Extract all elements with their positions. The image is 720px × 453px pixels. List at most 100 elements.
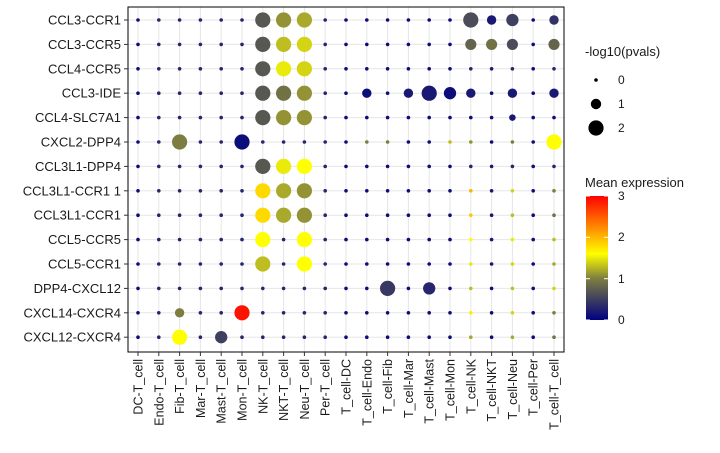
dot-CCL3-CCR1-T_cell-NKT	[486, 15, 497, 25]
x-tick-label: T_cell-Mast	[423, 358, 437, 423]
dot-CCL3L1-CCR1-1-T_cell-T_cell	[552, 189, 556, 193]
dot-CCL3-IDE-T_cell-NK	[466, 88, 476, 98]
dot-CCL5-CCR5-Mon-T_cell	[240, 237, 244, 242]
dot-CCL4-SLC7A1-T_cell-Endo	[365, 115, 369, 120]
dot-CCL3-IDE-T_cell-Per	[531, 91, 535, 95]
dot-CCL3L1-DPP4-DC-T_cell	[136, 164, 140, 169]
dot-CCL5-CCR1-Mar-T_cell	[198, 262, 203, 266]
dot-CXCL2-DPP4-NKT-T_cell	[281, 140, 286, 144]
dot-CCL3-IDE-T_cell-T_cell	[549, 88, 559, 98]
dot-CCL3L1-CCR1-1-Mon-T_cell	[240, 189, 244, 193]
dot-CCL4-CCR5-T_cell-Mar	[406, 67, 411, 71]
dot-CCL3L1-CCR1-1-Endo-T_cell	[157, 189, 161, 193]
dot-DPP4-CXCL12-T_cell-Endo	[365, 286, 369, 291]
dot-CCL3-IDE-T_cell-Endo	[362, 88, 372, 98]
dot-CXCL14-CXCR4-Mar-T_cell	[198, 311, 203, 315]
dot-CCL4-CCR5-T_cell-Per	[531, 67, 535, 71]
dot-DPP4-CXCL12-NKT-T_cell	[281, 286, 286, 291]
dot-CCL5-CCR1-Mast-T_cell	[219, 262, 223, 266]
dot-CCL5-CCR1-T_cell-NKT	[489, 262, 494, 266]
dot-CXCL2-DPP4-Endo-T_cell	[157, 140, 161, 144]
dot-CCL4-CCR5-T_cell-Endo	[365, 67, 369, 71]
y-tick-label: CCL4-SLC7A1	[35, 110, 121, 125]
color-legend-title: Mean expression	[585, 175, 684, 190]
dot-CCL3-CCR1-T_cell-DC	[344, 18, 348, 22]
dot-CCL3-IDE-T_cell-Neu	[507, 88, 518, 98]
dot-CCL5-CCR5-T_cell-Mast	[427, 237, 432, 242]
x-tick-label: T_cell-Per	[527, 359, 541, 416]
dot-CXCL12-CXCR4-NK-T_cell	[261, 335, 265, 340]
dot-CCL3L1-DPP4-Per-T_cell	[323, 164, 328, 169]
dot-CCL3L1-CCR1-1-T_cell-Per	[531, 189, 535, 193]
dot-DPP4-CXCL12-T_cell-NKT	[489, 286, 494, 291]
dot-CCL3L1-CCR1-T_cell-NKT	[489, 213, 494, 217]
dot-CCL3-CCR5-T_cell-NKT	[486, 38, 498, 50]
size-legend-dot-1	[590, 98, 602, 110]
dot-CCL4-SLC7A1-Mon-T_cell	[240, 115, 244, 120]
dot-CCL3L1-DPP4-NK-T_cell	[255, 158, 271, 174]
dot-CCL3L1-CCR1-Mon-T_cell	[240, 213, 244, 217]
dot-DPP4-CXCL12-T_cell-Neu	[510, 286, 515, 291]
dot-CXCL14-CXCR4-Endo-T_cell	[157, 311, 161, 315]
dot-CXCL14-CXCR4-NKT-T_cell	[281, 311, 286, 315]
color-legend-label-1: 1	[618, 272, 625, 286]
dot-CCL3-CCR5-Neu-T_cell	[296, 36, 312, 53]
dot-CCL3-CCR1-T_cell-T_cell	[549, 15, 559, 25]
dot-CCL5-CCR5-T_cell-DC	[344, 237, 348, 242]
dot-CCL4-CCR5-DC-T_cell	[136, 67, 140, 71]
dot-CCL3-CCR5-DC-T_cell	[136, 42, 140, 47]
dot-CXCL14-CXCR4-DC-T_cell	[136, 311, 140, 315]
dot-CCL3L1-CCR1-1-T_cell-DC	[344, 189, 348, 193]
dot-CCL3L1-CCR1-Endo-T_cell	[157, 213, 161, 217]
dot-CCL3L1-CCR1-NKT-T_cell	[276, 207, 292, 223]
dot-CCL3-CCR5-Mast-T_cell	[219, 42, 223, 47]
dot-CXCL12-CXCR4-T_cell-NK	[469, 335, 473, 340]
dot-CCL5-CCR1-Fib-T_cell	[177, 262, 182, 266]
dot-CXCL12-CXCR4-T_cell-Fib	[385, 335, 390, 340]
dot-CCL4-SLC7A1-T_cell-Per	[531, 115, 535, 120]
dot-CCL3-CCR5-Per-T_cell	[323, 42, 328, 47]
dot-CCL3L1-CCR1-1-Fib-T_cell	[177, 189, 182, 193]
dot-CCL3-IDE-Neu-T_cell	[296, 85, 312, 101]
dot-CCL3-IDE-T_cell-DC	[344, 91, 348, 95]
dot-CCL4-SLC7A1-T_cell-Neu	[509, 114, 516, 121]
dot-CCL4-SLC7A1-T_cell-NKT	[489, 115, 494, 120]
dot-CXCL2-DPP4-T_cell-NK	[469, 140, 473, 144]
y-tick-label: CCL3L1-CCR1	[34, 208, 121, 223]
dot-DPP4-CXCL12-NK-T_cell	[261, 286, 265, 291]
dot-CXCL12-CXCR4-Mast-T_cell	[215, 331, 228, 344]
dot-CCL3-CCR5-T_cell-Fib	[385, 42, 390, 47]
dot-CCL4-CCR5-Mar-T_cell	[198, 67, 203, 71]
dot-CCL3L1-DPP4-T_cell-T_cell	[552, 164, 556, 169]
dot-CCL3L1-DPP4-Mar-T_cell	[198, 164, 203, 169]
x-tick-label: DC-T_cell	[132, 359, 146, 415]
dot-CCL3L1-CCR1-1-T_cell-Mon	[448, 189, 452, 193]
dot-CCL3-CCR5-NKT-T_cell	[276, 36, 292, 53]
dot-CCL3-IDE-Mast-T_cell	[219, 91, 223, 95]
dot-CCL5-CCR1-Mon-T_cell	[240, 262, 244, 266]
dot-CXCL14-CXCR4-T_cell-DC	[344, 311, 348, 315]
dot-CCL5-CCR5-T_cell-NKT	[489, 237, 494, 242]
dot-CXCL14-CXCR4-Mon-T_cell	[234, 305, 250, 321]
dot-CCL4-CCR5-T_cell-NKT	[489, 67, 494, 71]
dot-CCL3-CCR5-Fib-T_cell	[177, 42, 182, 47]
dot-CCL4-CCR5-Per-T_cell	[323, 67, 328, 71]
dot-CCL4-SLC7A1-Mar-T_cell	[198, 115, 203, 120]
dot-CCL3-CCR1-T_cell-Per	[531, 18, 535, 22]
y-tick-label: CCL3-IDE	[62, 86, 122, 101]
x-tick-label: T_cell-Endo	[360, 359, 374, 426]
dot-CCL3L1-CCR1-1-NK-T_cell	[255, 183, 271, 199]
dot-CXCL12-CXCR4-T_cell-T_cell	[552, 335, 556, 340]
dot-CCL5-CCR1-NKT-T_cell	[281, 262, 286, 266]
dot-CXCL14-CXCR4-NK-T_cell	[261, 311, 265, 315]
dot-CCL3L1-DPP4-T_cell-Mar	[406, 164, 411, 169]
dot-CCL4-CCR5-T_cell-T_cell	[552, 67, 556, 71]
dot-CXCL2-DPP4-T_cell-Fib	[385, 140, 390, 144]
dot-CCL3-CCR1-T_cell-NK	[463, 12, 479, 28]
dot-CXCL12-CXCR4-T_cell-Mar	[406, 335, 411, 340]
dot-CXCL12-CXCR4-Mon-T_cell	[240, 335, 244, 340]
dot-CCL5-CCR1-T_cell-Neu	[510, 262, 515, 266]
dot-CCL3-CCR1-T_cell-Fib	[385, 18, 390, 22]
dot-CCL5-CCR1-T_cell-Mast	[427, 262, 432, 266]
dot-CCL5-CCR1-Per-T_cell	[323, 262, 328, 266]
